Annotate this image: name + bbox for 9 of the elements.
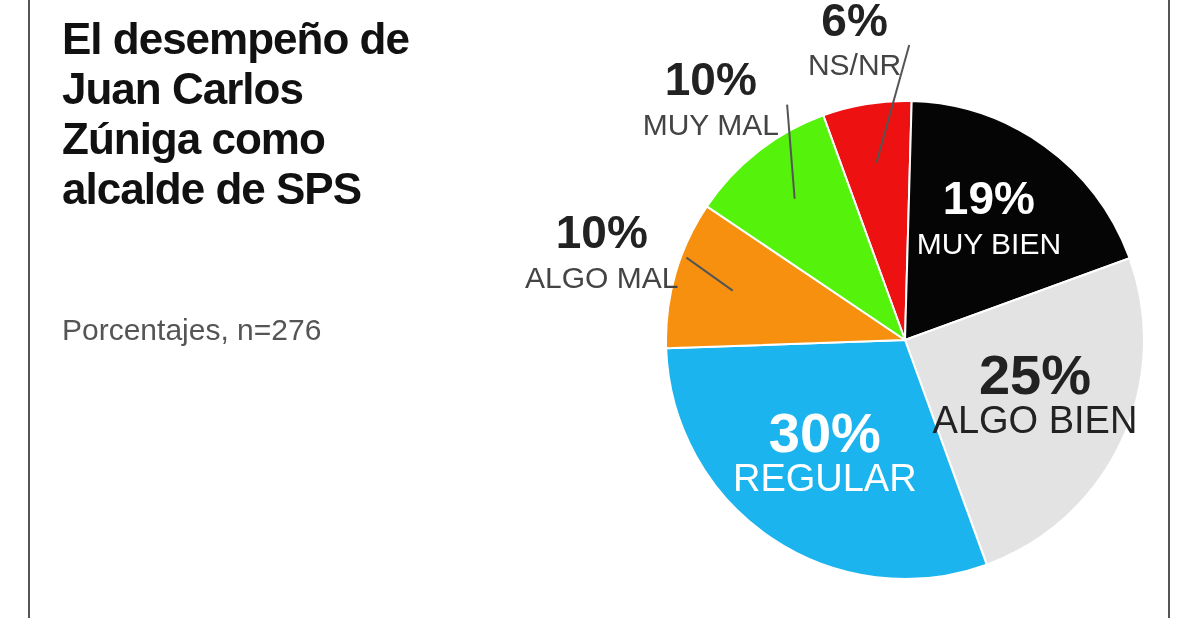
slice-label: MUY BIEN bbox=[916, 226, 1062, 260]
slice-label: MUY MAL bbox=[642, 107, 779, 141]
data-label: 6% bbox=[821, 0, 888, 46]
text: El desempeño de Juan Carlos Zúniga como alcalde de SPS bbox=[62, 14, 410, 214]
data-label: 19% bbox=[942, 172, 1035, 225]
slice-label: NS/NR bbox=[807, 48, 902, 82]
data-label: 10% bbox=[555, 206, 648, 259]
text: Porcentajes, n=276 bbox=[62, 312, 323, 348]
data-label: 10% bbox=[664, 53, 757, 106]
